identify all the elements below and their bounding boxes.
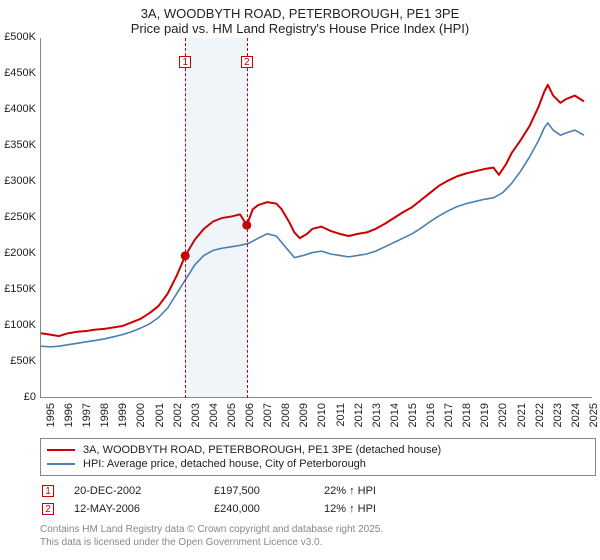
x-tick-label: 2009 <box>298 403 310 427</box>
x-tick-label: 2025 <box>588 403 600 427</box>
x-tick-label: 1996 <box>63 403 75 427</box>
legend-label: HPI: Average price, detached house, City… <box>83 458 366 470</box>
x-tick-label: 2007 <box>262 403 274 427</box>
sale-date: 12-MAY-2006 <box>74 503 194 515</box>
y-tick-label: £100K <box>0 319 36 331</box>
x-tick-label: 2005 <box>226 403 238 427</box>
x-tick-label: 1998 <box>99 403 111 427</box>
legend-swatch <box>47 449 75 451</box>
x-tick-label: 2017 <box>443 403 455 427</box>
plot-svg <box>41 38 593 398</box>
x-tick-label: 2013 <box>371 403 383 427</box>
x-tick-label: 2018 <box>461 403 473 427</box>
legend-label: 3A, WOODBYTH ROAD, PETERBOROUGH, PE1 3PE… <box>83 444 441 456</box>
chart-container: 3A, WOODBYTH ROAD, PETERBOROUGH, PE1 3PE… <box>0 0 600 549</box>
x-tick-label: 2012 <box>353 403 365 427</box>
sale-rows: 1 20-DEC-2002 £197,500 22% ↑ HPI 2 12-MAY-200… <box>40 482 596 518</box>
x-tick-label: 2004 <box>208 403 220 427</box>
x-tick-label: 2000 <box>135 403 147 427</box>
chart-title: 3A, WOODBYTH ROAD, PETERBOROUGH, PE1 3PE… <box>0 0 600 38</box>
x-tick-label: 2023 <box>552 403 564 427</box>
series-hpi <box>41 123 584 347</box>
legend-row: 3A, WOODBYTH ROAD, PETERBOROUGH, PE1 3PE… <box>47 443 589 457</box>
x-tick-label: 2006 <box>244 403 256 427</box>
y-tick-label: £0 <box>0 391 36 403</box>
x-tick-label: 2014 <box>389 403 401 427</box>
x-tick-label: 1995 <box>45 403 57 427</box>
y-tick-label: £450K <box>0 67 36 79</box>
sale-vline <box>247 38 248 398</box>
legend-and-sales: 3A, WOODBYTH ROAD, PETERBOROUGH, PE1 3PE… <box>40 438 596 518</box>
y-tick-label: £150K <box>0 283 36 295</box>
sale-row: 2 12-MAY-2006 £240,000 12% ↑ HPI <box>40 500 596 518</box>
x-tick-label: 2021 <box>516 403 528 427</box>
plot-area: £0£50K£100K£150K£200K£250K£300K£350K£400… <box>40 38 592 398</box>
ownership-shade <box>185 38 247 398</box>
legend-box: 3A, WOODBYTH ROAD, PETERBOROUGH, PE1 3PE… <box>40 438 596 476</box>
x-tick-label: 2011 <box>335 403 347 427</box>
sale-delta: 22% ↑ HPI <box>324 485 424 497</box>
x-tick-label: 2015 <box>407 403 419 427</box>
x-tick-label: 2019 <box>479 403 491 427</box>
x-tick-label: 2024 <box>570 403 582 427</box>
x-tick-label: 2016 <box>425 403 437 427</box>
sale-date: 20-DEC-2002 <box>74 485 194 497</box>
x-tick-label: 2008 <box>280 403 292 427</box>
y-tick-label: £350K <box>0 139 36 151</box>
y-tick-label: £200K <box>0 247 36 259</box>
x-tick-label: 2020 <box>497 403 509 427</box>
series-subject <box>41 85 584 336</box>
y-tick-label: £400K <box>0 103 36 115</box>
x-tick-label: 2001 <box>154 403 166 427</box>
legend-row: HPI: Average price, detached house, City… <box>47 457 589 471</box>
x-tick-label: 2022 <box>534 403 546 427</box>
footer-line-1: Contains HM Land Registry data © Crown c… <box>40 524 596 537</box>
sale-row: 1 20-DEC-2002 £197,500 22% ↑ HPI <box>40 482 596 500</box>
y-tick-label: £500K <box>0 31 36 43</box>
x-tick-label: 2003 <box>190 403 202 427</box>
x-tick-label: 1997 <box>81 403 93 427</box>
sale-vline <box>185 38 186 398</box>
y-tick-label: £300K <box>0 175 36 187</box>
legend-swatch <box>47 463 75 465</box>
sale-price: £240,000 <box>214 503 304 515</box>
sale-delta: 12% ↑ HPI <box>324 503 424 515</box>
title-line-2: Price paid vs. HM Land Registry's House … <box>0 21 600 36</box>
sale-row-marker: 2 <box>42 503 54 515</box>
title-line-1: 3A, WOODBYTH ROAD, PETERBOROUGH, PE1 3PE <box>0 6 600 21</box>
x-tick-label: 1999 <box>117 403 129 427</box>
sale-marker-box: 1 <box>179 56 191 68</box>
sale-price: £197,500 <box>214 485 304 497</box>
sale-row-marker: 1 <box>42 485 54 497</box>
footer-line-2: This data is licensed under the Open Gov… <box>40 537 596 550</box>
y-tick-label: £50K <box>0 355 36 367</box>
footer-attribution: Contains HM Land Registry data © Crown c… <box>40 524 596 549</box>
y-tick-label: £250K <box>0 211 36 223</box>
x-tick-label: 2010 <box>316 403 328 427</box>
sale-marker-box: 2 <box>241 56 253 68</box>
x-tick-label: 2002 <box>172 403 184 427</box>
